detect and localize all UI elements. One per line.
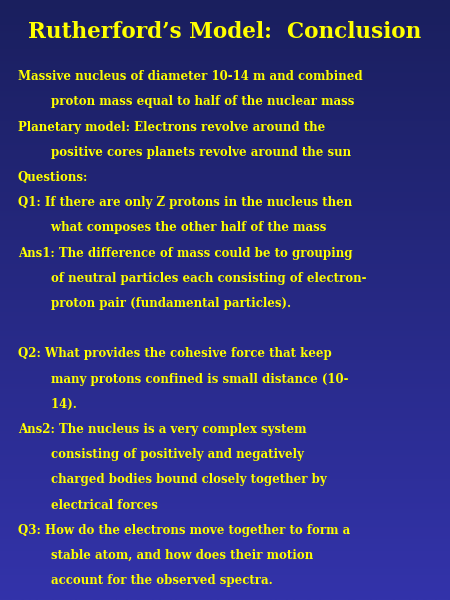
Text: Questions:: Questions:: [18, 171, 88, 184]
Text: Q1: If there are only Z protons in the nucleus then: Q1: If there are only Z protons in the n…: [18, 196, 352, 209]
Text: proton pair (fundamental particles).: proton pair (fundamental particles).: [18, 297, 291, 310]
Text: of neutral particles each consisting of electron-: of neutral particles each consisting of …: [18, 272, 366, 285]
Text: Q3: How do the electrons move together to form a: Q3: How do the electrons move together t…: [18, 524, 350, 537]
Text: Q2: What provides the cohesive force that keep: Q2: What provides the cohesive force tha…: [18, 347, 332, 361]
Text: electrical forces: electrical forces: [18, 499, 158, 512]
Text: many protons confined is small distance (10-: many protons confined is small distance …: [18, 373, 348, 386]
Text: stable atom, and how does their motion: stable atom, and how does their motion: [18, 549, 313, 562]
Text: Ans1: The difference of mass could be to grouping: Ans1: The difference of mass could be to…: [18, 247, 352, 260]
Text: account for the observed spectra.: account for the observed spectra.: [18, 574, 273, 587]
Text: 14).: 14).: [18, 398, 77, 411]
Text: what composes the other half of the mass: what composes the other half of the mass: [18, 221, 326, 235]
Text: Planetary model: Electrons revolve around the: Planetary model: Electrons revolve aroun…: [18, 121, 325, 134]
Text: Rutherford’s Model:  Conclusion: Rutherford’s Model: Conclusion: [28, 21, 422, 43]
Text: positive cores planets revolve around the sun: positive cores planets revolve around th…: [18, 146, 351, 159]
Text: Massive nucleus of diameter 10-14 m and combined: Massive nucleus of diameter 10-14 m and …: [18, 70, 363, 83]
Text: proton mass equal to half of the nuclear mass: proton mass equal to half of the nuclear…: [18, 95, 355, 109]
Text: consisting of positively and negatively: consisting of positively and negatively: [18, 448, 304, 461]
Text: charged bodies bound closely together by: charged bodies bound closely together by: [18, 473, 327, 487]
Text: Ans2: The nucleus is a very complex system: Ans2: The nucleus is a very complex syst…: [18, 423, 306, 436]
